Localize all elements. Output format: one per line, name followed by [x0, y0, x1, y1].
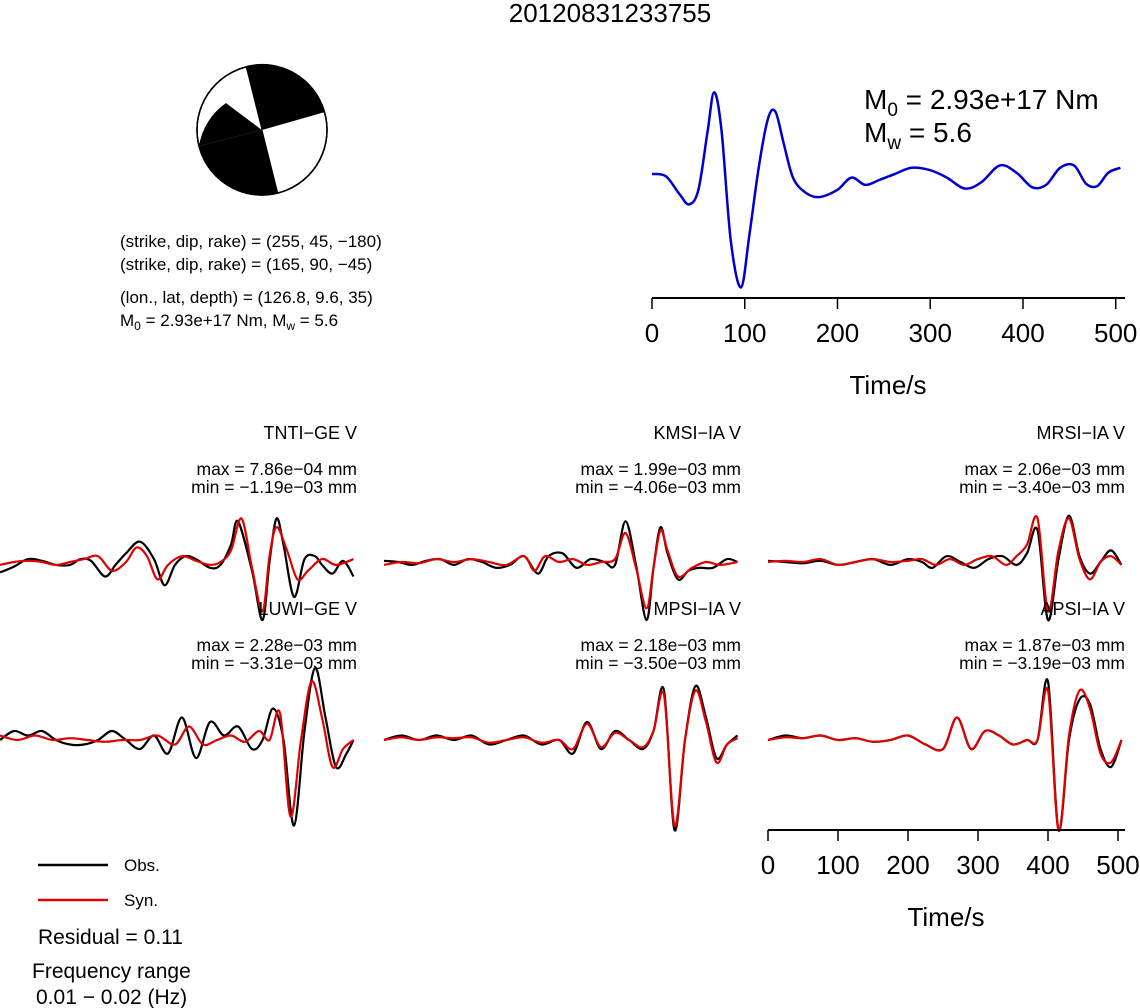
stf-x-tick-label: 300: [909, 318, 952, 348]
station-label: LUWI−GE V: [258, 599, 357, 619]
observed-waveform: [0, 666, 355, 827]
station-label: MRSI−IA V: [1036, 423, 1125, 443]
residual-label: Residual = 0.11: [38, 926, 183, 949]
waveform-x-tick-label: 400: [1026, 850, 1069, 880]
min-amplitude-label: min = −3.50e−03 mm: [575, 653, 741, 673]
waveform-x-tick-label: 300: [956, 850, 999, 880]
min-amplitude-label: min = −3.19e−03 mm: [959, 653, 1125, 673]
figure-title: 20120831233755: [509, 0, 711, 28]
legend-syn-label: Syn.: [124, 891, 158, 910]
stf-x-tick-label: 100: [723, 318, 766, 348]
stf-x-tick-label: 0: [645, 318, 659, 348]
nodal-plane-2: (strike, dip, rake) = (165, 90, −45): [120, 255, 372, 274]
observed-waveform: [767, 678, 1123, 832]
stf-x-tick-label: 200: [816, 318, 859, 348]
stf-m0-label: M0 = 2.93e+17 Nm: [864, 84, 1099, 121]
station-label: APSI−IA V: [1040, 599, 1125, 619]
observed-waveform: [0, 517, 355, 622]
waveform-x-tick-label: 200: [886, 850, 929, 880]
nodal-plane-1: (strike, dip, rake) = (255, 45, −180): [120, 232, 382, 251]
max-amplitude-label: max = 1.99e−03 mm: [581, 459, 742, 479]
observed-waveform: [383, 684, 739, 832]
stf-x-tick-label: 400: [1001, 318, 1044, 348]
max-amplitude-label: max = 2.06e−03 mm: [965, 459, 1126, 479]
waveform-x-tick-label: 500: [1096, 850, 1139, 880]
max-amplitude-label: max = 2.18e−03 mm: [581, 635, 742, 655]
max-amplitude-label: max = 2.28e−03 mm: [197, 635, 358, 655]
min-amplitude-label: min = −4.06e−03 mm: [575, 477, 741, 497]
synthetic-waveform: [383, 689, 739, 827]
min-amplitude-label: min = −3.40e−03 mm: [959, 477, 1125, 497]
min-amplitude-label: min = −3.31e−03 mm: [191, 653, 357, 673]
synthetic-waveform: [0, 517, 354, 613]
compressional-quadrant-upper: [246, 63, 325, 131]
frequency-range-label: Frequency range: [32, 960, 191, 983]
legend: Obs. Syn.: [38, 856, 160, 910]
legend-obs-label: Obs.: [124, 856, 160, 875]
compressional-quadrant-lower: [199, 130, 278, 195]
max-amplitude-label: max = 7.86e−04 mm: [197, 459, 358, 479]
station-label: TNTI−GE V: [263, 423, 357, 443]
stf-mw-label: Mw = 5.6: [864, 117, 972, 154]
compressional-quadrant-left: [199, 103, 262, 146]
moment-magnitude-line: M0 = 2.93e+17 Nm, Mw = 5.6: [120, 311, 338, 333]
stf-curve: [651, 90, 1121, 289]
station-label: KMSI−IA V: [653, 423, 741, 443]
hypocenter-location: (lon., lat, depth) = (126.8, 9.6, 35): [120, 288, 373, 307]
focal-mechanism-beachball: [196, 63, 328, 196]
synthetic-waveform: [0, 680, 355, 818]
waveform-time-axis: 0 100 200 300 400 500: [761, 829, 1140, 880]
min-amplitude-label: min = −1.19e−03 mm: [191, 477, 357, 497]
frequency-range-value: 0.01 − 0.02 (Hz): [36, 986, 187, 1008]
synthetic-waveform: [767, 515, 1123, 613]
max-amplitude-label: max = 1.87e−03 mm: [965, 635, 1126, 655]
waveform-x-axis-label: Time/s: [907, 902, 984, 932]
synthetic-waveform: [767, 686, 1123, 832]
stf-x-axis-label: Time/s: [849, 370, 926, 400]
source-time-function-panel: 0 100 200 300 400 500: [645, 90, 1137, 348]
tensional-quadrant-patch: [226, 66, 262, 130]
synthetic-waveform: [383, 528, 738, 610]
waveform-x-tick-label: 0: [761, 850, 775, 880]
stf-x-tick-label: 500: [1094, 318, 1137, 348]
station-label: MPSI−IA V: [653, 599, 741, 619]
waveform-x-tick-label: 100: [816, 850, 859, 880]
